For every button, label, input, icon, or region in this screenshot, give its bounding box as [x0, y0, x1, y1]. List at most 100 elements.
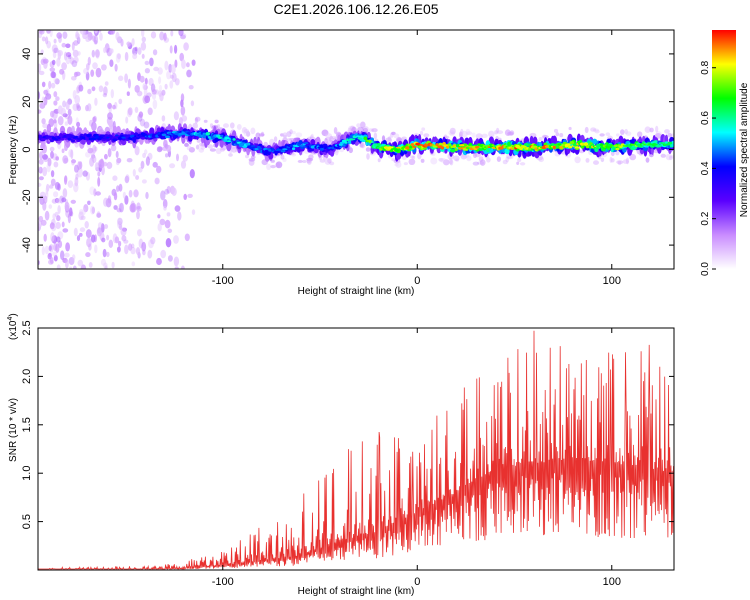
spectrogram-noise-cell	[54, 78, 60, 85]
spectrogram-noise-cell	[72, 265, 77, 269]
spectrogram-noise-cell	[142, 83, 147, 91]
spectrogram-halo-cell	[471, 132, 476, 138]
spectrogram-ridge-cell	[568, 145, 573, 149]
spectrogram-noise-cell	[50, 170, 55, 178]
spectrogram-noise-cell	[65, 259, 69, 269]
spectrogram-halo-cell	[273, 136, 278, 142]
spectrogram-noise-cell	[49, 222, 55, 230]
snr-ytick-label: 2.0	[21, 369, 33, 384]
spectrogram-noise-cell	[124, 175, 130, 184]
spectrogram-noise-cell	[117, 203, 122, 214]
spectrogram-noise-cell	[73, 56, 79, 64]
spectrogram-noise-cell	[54, 198, 60, 203]
spectrogram-noise-cell	[51, 59, 56, 66]
spectrogram-noise-cell	[165, 153, 169, 158]
spectrogram-noise-cell	[112, 175, 118, 181]
spectrogram-halo-cell	[282, 132, 288, 137]
spectrogram-noise-cell	[53, 38, 57, 44]
spectrogram-noise-cell	[69, 266, 73, 269]
spectrogram-noise-cell	[83, 204, 89, 213]
spectrogram-noise-cell	[40, 219, 47, 226]
spectrogram-noise-cell	[156, 257, 162, 266]
spectrogram-noise-cell	[161, 89, 166, 96]
spectrogram-noise-cell	[50, 150, 54, 159]
spectrogram-halo-cell	[243, 129, 250, 133]
spectrogram-halo-cell	[308, 154, 314, 160]
spectrogram-noise-cell	[59, 195, 64, 204]
spectrogram-noise-cell	[62, 100, 67, 108]
spectrogram-halo-cell	[506, 156, 514, 160]
spectrogram-noise-cell	[152, 49, 158, 56]
spectrogram-noise-cell	[134, 106, 139, 113]
spectrogram-noise-cell	[139, 118, 146, 127]
spectrogram-ridge-cell	[86, 139, 92, 145]
spectrogram-noise-cell	[171, 187, 177, 196]
spectrogram-noise-cell	[141, 36, 146, 43]
spectrogram-ridge-cell	[650, 141, 655, 144]
spectrogram-halo-cell	[250, 155, 256, 160]
spectrogram-noise-cell	[137, 47, 142, 55]
spectrogram-noise-cell	[62, 155, 69, 164]
spectrogram-halo-cell	[519, 162, 526, 166]
spectrogram-halo-cell	[223, 123, 229, 128]
spectrogram-halo-cell	[465, 128, 471, 136]
spectrogram-noise-cell	[82, 207, 86, 215]
spectrogram-noise-cell	[62, 113, 68, 118]
spectrogram-noise-cell	[135, 247, 141, 256]
spectrogram-noise-cell	[50, 82, 56, 89]
spectrogram-ridge-cell	[254, 148, 259, 151]
spectrogram-noise-cell	[125, 174, 130, 182]
spectrogram-noise-cell	[53, 119, 57, 124]
spectrogram-halo-cell	[295, 132, 303, 138]
spectrogram-halo-cell	[449, 127, 456, 135]
spectrogram-ridge-cell	[338, 143, 343, 146]
spectrogram-noise-cell	[116, 157, 122, 164]
spectrogram-noise-cell	[38, 91, 41, 100]
spectrogram-halo-cell	[362, 127, 368, 133]
spectrogram-halo-cell	[486, 157, 491, 163]
spectrogram-halo-cell	[645, 157, 650, 163]
spectrogram-noise-cell	[156, 165, 162, 174]
figure-title: C2E1.2026.106.12.26.E05	[273, 1, 438, 17]
snr-multiplier-base: (x10	[8, 320, 19, 340]
spectrogram-ridge-cell	[529, 135, 534, 146]
spectrogram-noise-cell	[50, 232, 55, 242]
spectrogram-noise-cell	[75, 173, 79, 180]
spectrogram-halo-cell	[377, 158, 381, 163]
snr-ylabel: SNR (10 * v/v)	[8, 398, 19, 462]
spectrogram-noise-cell	[166, 212, 171, 217]
colorbar-bar	[712, 30, 736, 269]
spectrogram-xtick-label: -100	[212, 275, 234, 287]
spectrogram-ridge-cell	[468, 145, 473, 148]
spectrogram-halo-cell	[668, 155, 673, 161]
spectrogram-ridge-cell	[374, 143, 378, 147]
spectrogram-noise-cell	[104, 265, 108, 269]
spectrogram-noise-cell	[112, 233, 118, 244]
colorbar-label: Normalized spectral amplitude	[739, 82, 750, 217]
spectrogram-noise-cell	[191, 59, 196, 66]
spectrogram-noise-cell	[118, 240, 122, 247]
spectrogram-marks	[38, 30, 674, 269]
spectrogram-ridge-cell	[557, 143, 562, 146]
spectrogram-noise-cell	[117, 217, 122, 227]
spectrogram-noise-cell	[40, 49, 44, 55]
spectrogram-noise-cell	[114, 236, 120, 244]
spectrogram-halo-cell	[403, 162, 408, 166]
spectrogram-halo-cell	[478, 156, 484, 162]
spectrogram-noise-cell	[56, 236, 61, 243]
spectrogram-noise-cell	[61, 197, 67, 203]
spectrogram-noise-cell	[46, 162, 51, 173]
spectrogram-halo-cell	[389, 132, 394, 138]
spectrogram-noise-cell	[134, 85, 140, 93]
spectrogram-halo-cell	[667, 132, 672, 138]
spectrogram-halo-cell	[209, 148, 216, 152]
spectrogram-ridge-cell	[163, 130, 168, 134]
spectrogram-ridge-cell	[447, 144, 452, 146]
spectrogram-halo-cell	[455, 158, 459, 162]
spectrogram-ridge-cell	[91, 137, 97, 140]
spectrogram-noise-cell	[57, 50, 61, 61]
spectrogram-noise-cell	[166, 186, 171, 194]
spectrogram-noise-cell	[158, 76, 162, 85]
spectrogram-noise-cell	[121, 235, 127, 242]
spectrogram-noise-cell	[163, 37, 170, 43]
